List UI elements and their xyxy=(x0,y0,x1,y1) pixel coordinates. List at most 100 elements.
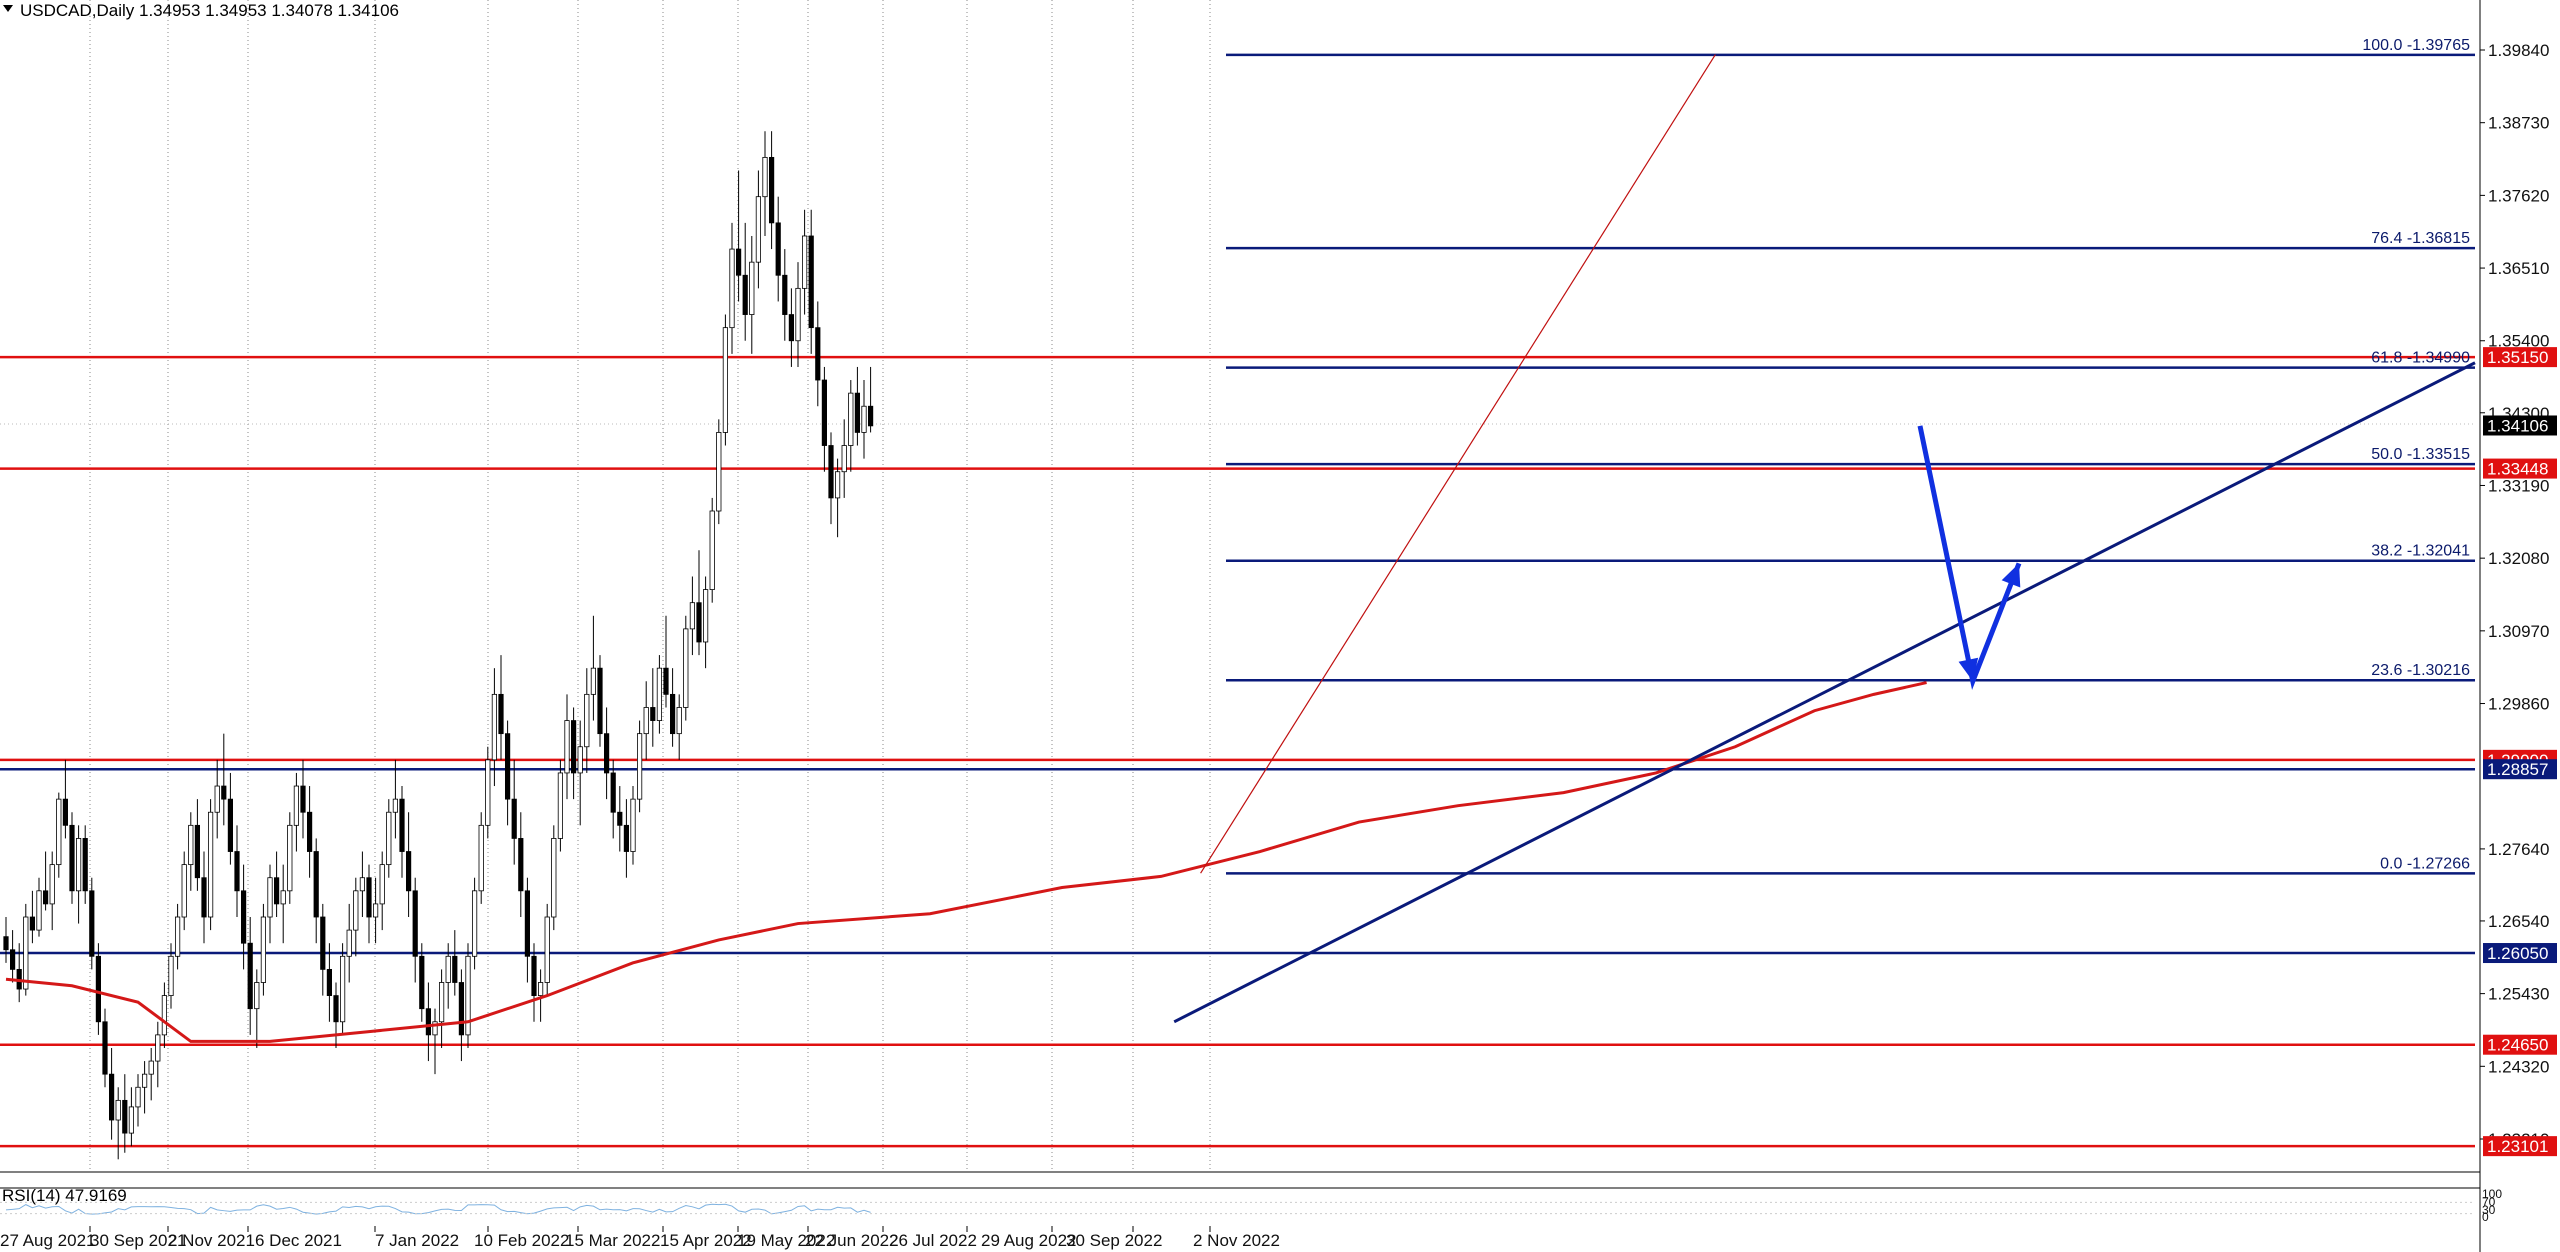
candle-body xyxy=(729,248,735,329)
candle-body xyxy=(419,955,425,1010)
y-tick-label: 1.36510 xyxy=(2488,259,2549,278)
symbol-label: USDCAD,Daily xyxy=(20,1,135,20)
level-badge xyxy=(2483,347,2557,368)
x-tick-label: 30 Sep 2022 xyxy=(1066,1231,1162,1250)
candle-body xyxy=(76,838,82,892)
candle-body xyxy=(115,1099,121,1121)
candle-body xyxy=(306,811,313,852)
candle-body xyxy=(524,890,531,957)
candle-body xyxy=(458,982,465,1036)
x-tick-label: 29 Aug 2022 xyxy=(981,1231,1076,1250)
candle-body xyxy=(709,510,715,590)
level-badge xyxy=(2483,759,2557,780)
candle-body xyxy=(89,890,95,957)
candle-body xyxy=(95,955,101,1023)
candle-body xyxy=(438,982,445,1023)
candle-body xyxy=(848,392,854,446)
x-tick-label: 19 May 2022 xyxy=(737,1231,835,1250)
candle-body xyxy=(273,877,280,905)
candle-body xyxy=(346,929,352,957)
x-tick-label: 2 Nov 2021 xyxy=(168,1231,255,1250)
candle-body xyxy=(590,667,597,695)
candle-body xyxy=(432,1021,438,1036)
candle-body xyxy=(287,824,293,892)
level-badge-label: 1.26050 xyxy=(2487,944,2548,963)
fib-label: 100.0 -1.39765 xyxy=(2362,37,2470,54)
rsi-label: RSI(14) 47.9169 xyxy=(2,1186,127,1205)
candle-body xyxy=(584,693,590,748)
candle-body xyxy=(372,903,379,918)
x-tick-label: 10 Feb 2022 xyxy=(474,1231,569,1250)
candle-body xyxy=(386,811,392,866)
candle-body xyxy=(597,667,603,735)
candle-body xyxy=(227,798,233,852)
candle-body xyxy=(815,327,821,381)
candle-body xyxy=(795,287,801,342)
candle-body xyxy=(538,982,544,996)
candle-body xyxy=(207,811,214,918)
candle-body xyxy=(9,949,16,970)
candle-body xyxy=(650,707,656,721)
fib-label: 23.6 -1.30216 xyxy=(2371,662,2470,679)
rsi-line xyxy=(5,1203,871,1215)
candle-body xyxy=(551,838,557,918)
candle-body xyxy=(861,405,867,433)
y-tick-label: 1.39840 xyxy=(2488,41,2549,60)
candle-body xyxy=(841,445,847,473)
candle-body xyxy=(775,222,781,276)
candle-body xyxy=(353,890,359,931)
x-tick-label: 7 Jan 2022 xyxy=(375,1231,459,1250)
current-price-label: 1.34106 xyxy=(2487,416,2548,435)
candle-body xyxy=(29,916,36,931)
y-tick-label: 1.26540 xyxy=(2488,912,2549,931)
level-badge xyxy=(2483,1034,2557,1055)
candle-body xyxy=(405,851,412,892)
candle-body xyxy=(201,877,207,918)
candle-body xyxy=(69,824,75,892)
candle-body xyxy=(742,274,748,315)
level-badge xyxy=(2483,458,2557,479)
candle-body xyxy=(663,667,669,695)
level-badge-label: 1.23101 xyxy=(2487,1137,2548,1156)
candle-body xyxy=(56,798,62,866)
candle-body xyxy=(155,1034,161,1062)
y-tick-label: 1.24320 xyxy=(2488,1057,2549,1076)
candle-body xyxy=(617,811,623,826)
level-badge-label: 1.24650 xyxy=(2487,1036,2548,1055)
candle-body xyxy=(623,824,630,852)
candle-body xyxy=(135,1086,141,1108)
chart-header: USDCAD,Daily 1.34953 1.34953 1.34078 1.3… xyxy=(3,1,399,20)
vertical-grid xyxy=(0,0,2481,1252)
candle-body xyxy=(43,890,49,905)
candle-body xyxy=(161,995,167,1036)
candle-body xyxy=(802,235,808,289)
candle-body xyxy=(194,824,200,879)
candle-body xyxy=(696,602,702,643)
rsi-axis-label: 100 xyxy=(2482,1187,2502,1201)
candle-body xyxy=(610,772,616,813)
candle-body xyxy=(465,955,471,1036)
candle-body xyxy=(148,1060,154,1075)
fib-label: 76.4 -1.36815 xyxy=(2371,230,2470,247)
candle-body xyxy=(478,824,484,892)
dropdown-triangle-icon[interactable] xyxy=(3,5,13,12)
candle-body xyxy=(471,890,478,957)
x-tick-label: 26 Jul 2022 xyxy=(889,1231,977,1250)
candle-body xyxy=(716,432,722,512)
candle-body xyxy=(788,314,795,342)
candle-body xyxy=(722,327,729,433)
x-tick-label: 6 Dec 2021 xyxy=(255,1231,342,1250)
fibonacci-levels xyxy=(1226,53,2475,875)
candle-body xyxy=(485,759,491,826)
rsi-axis-label: 0 xyxy=(2482,1210,2489,1224)
candle-body xyxy=(293,785,300,826)
candle-body xyxy=(300,785,306,813)
candle-body xyxy=(333,995,339,1023)
x-tick-label: 15 Apr 2022 xyxy=(660,1231,752,1250)
level-badge xyxy=(2483,1136,2557,1157)
ohlc-values: 1.34953 1.34953 1.34078 1.34106 xyxy=(139,1,399,20)
candle-body xyxy=(425,1008,432,1036)
rsi-axis-label: 30 xyxy=(2482,1203,2496,1217)
